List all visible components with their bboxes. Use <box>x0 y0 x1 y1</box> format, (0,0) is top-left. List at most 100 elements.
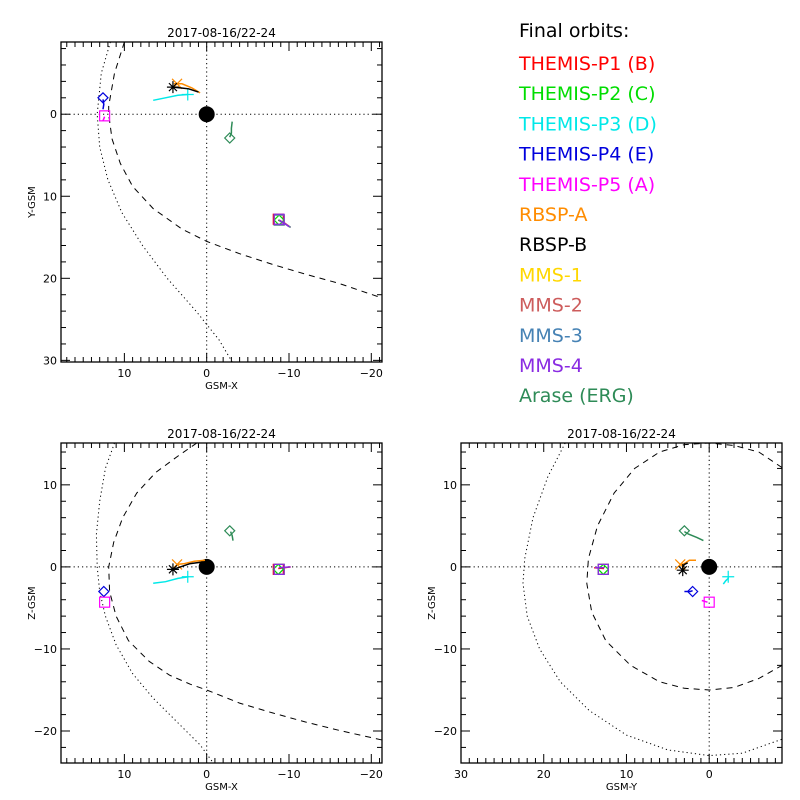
x-tick-label: 30 <box>454 768 468 781</box>
diamond-marker <box>97 91 109 104</box>
y-tick-label: 0 <box>50 561 57 574</box>
x-axis-label: GSM-X <box>205 381 238 392</box>
x-tick-label: 0 <box>706 768 713 781</box>
y-axis-label: Z-GSM <box>27 586 38 619</box>
earth-marker <box>198 558 215 575</box>
earth-marker <box>701 558 718 575</box>
plot-frame <box>60 442 383 764</box>
bow-shock-line <box>95 443 214 763</box>
series-themis-p5-a <box>701 596 715 608</box>
panel-xz-plane: 2017-08-16/22-24 10 0 −10 −20 10 0 −10 −20 GSM-X Z… <box>27 427 383 793</box>
x-tick-label: −10 <box>277 367 300 380</box>
legend-item: MMS-4 <box>519 355 583 377</box>
square-marker <box>272 563 284 575</box>
diamond-marker <box>686 585 699 598</box>
plot-frame <box>460 442 783 764</box>
orbit-track <box>679 559 696 567</box>
y-tick-label: 0 <box>450 561 457 574</box>
panel-title: 2017-08-16/22-24 <box>167 26 276 40</box>
asterisk-marker <box>166 81 179 94</box>
series-themis-p5-a <box>99 596 111 608</box>
legend-item: THEMIS-P5 (A) <box>518 174 655 196</box>
series-arase-erg <box>678 524 704 542</box>
orbit-track <box>172 561 203 571</box>
x-axis-label: GSM-X <box>205 782 238 793</box>
x-tick-label: 20 <box>537 768 551 781</box>
x-tick-label: 10 <box>619 768 633 781</box>
legend: Final orbits: THEMIS-P1 (B) THEMIS-P2 (C)… <box>518 20 657 407</box>
square-marker <box>273 213 285 225</box>
bow-shock-line <box>522 443 782 757</box>
x-tick-label: 10 <box>117 367 131 380</box>
series-themis-p5-a <box>99 110 111 122</box>
series-themis-p4-e <box>684 585 699 598</box>
series-themis-p3-d <box>153 88 194 102</box>
orbit-track <box>177 559 206 566</box>
x-tick-label: −10 <box>277 768 300 781</box>
y-tick-label: −20 <box>434 725 457 738</box>
y-tick-label: −20 <box>34 725 57 738</box>
plus-marker <box>181 88 194 101</box>
y-tick-label: −10 <box>434 643 457 656</box>
legend-item: THEMIS-P4 (E) <box>518 144 654 166</box>
plot-frame <box>60 41 383 363</box>
x-tick-label: 0 <box>203 768 210 781</box>
series-mms-1 <box>597 563 609 575</box>
plus-marker <box>181 570 194 583</box>
diamond-marker <box>223 132 236 144</box>
series-rbsp-b <box>166 561 203 576</box>
orbit-track <box>722 576 729 585</box>
panel-title: 2017-08-16/22-24 <box>567 427 676 441</box>
series-themis-p1-b <box>272 563 291 575</box>
legend-item: RBSP-B <box>519 234 587 256</box>
bow-shock-line <box>96 42 233 362</box>
series-arase-erg <box>223 121 236 144</box>
diamond-marker <box>678 524 691 537</box>
square-marker <box>703 596 715 608</box>
series-rbsp-a <box>674 559 696 570</box>
square-marker <box>597 563 609 575</box>
orbit-track <box>684 589 693 593</box>
series-themis-p4-e <box>97 585 110 598</box>
series-themis-p3-d <box>153 570 194 585</box>
plus-marker <box>722 570 735 583</box>
y-tick-label: 10 <box>443 479 457 492</box>
panel-title: 2017-08-16/22-24 <box>167 427 276 441</box>
orbit-track <box>102 99 105 110</box>
series-themis-p4-e <box>97 91 109 110</box>
series-themis-p2-c <box>272 563 285 576</box>
x-tick-label: 10 <box>117 768 131 781</box>
square-marker <box>597 563 609 575</box>
x-marker <box>674 559 686 570</box>
series-rbsp-b <box>676 562 689 577</box>
y-tick-label: 10 <box>43 190 57 203</box>
orbit-track <box>279 566 291 569</box>
x-tick-label: −20 <box>360 367 383 380</box>
orbit-track <box>229 121 233 138</box>
orbit-track <box>684 530 704 542</box>
series-themis-p2-c <box>597 563 610 576</box>
plot-area <box>61 443 382 763</box>
square-marker <box>597 563 609 575</box>
series-mms-3 <box>597 563 609 575</box>
series-mms-2 <box>597 563 609 575</box>
legend-item: RBSP-A <box>519 204 587 226</box>
square-marker <box>273 563 285 575</box>
series-mms-4 <box>595 563 609 575</box>
x-tick-label: −20 <box>360 768 383 781</box>
panel-yz-plane: 2017-08-16/22-24 30 20 10 0 10 0 −10 −20 GSM-Y Z-G… <box>427 427 783 793</box>
square-marker <box>597 563 609 575</box>
y-tick-label: 20 <box>43 272 57 285</box>
legend-item: THEMIS-P2 (C) <box>518 83 656 105</box>
series-arase-erg <box>223 524 236 541</box>
square-marker <box>597 563 609 575</box>
diamond-marker <box>272 563 285 576</box>
y-tick-label: 30 <box>43 354 57 367</box>
legend-item: MMS-1 <box>519 264 583 286</box>
y-axis-label: Y-GSM <box>27 186 38 219</box>
y-tick-label: 0 <box>50 108 57 121</box>
panel-xy-plane: 2017-08-16/22-24 10 0 −10 −20 0 10 20 30 GSM-X Y-G… <box>27 26 383 392</box>
x-tick-label: 0 <box>203 367 210 380</box>
legend-item: THEMIS-P3 (D) <box>518 113 657 135</box>
